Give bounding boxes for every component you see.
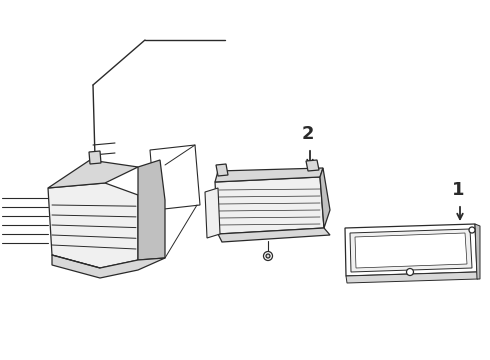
Polygon shape [216, 164, 228, 176]
Polygon shape [345, 224, 477, 276]
Polygon shape [215, 168, 323, 182]
Polygon shape [306, 160, 319, 171]
Polygon shape [350, 229, 472, 272]
Polygon shape [205, 188, 220, 238]
Text: 2: 2 [302, 125, 314, 143]
Polygon shape [48, 183, 138, 268]
Circle shape [266, 254, 270, 258]
Polygon shape [218, 228, 330, 242]
Polygon shape [150, 145, 200, 210]
Polygon shape [346, 272, 478, 283]
Polygon shape [475, 224, 480, 279]
Circle shape [469, 227, 475, 233]
Circle shape [264, 252, 272, 261]
Polygon shape [355, 233, 467, 268]
Text: 1: 1 [452, 181, 464, 199]
Polygon shape [215, 177, 324, 234]
Polygon shape [48, 160, 138, 188]
Polygon shape [320, 168, 330, 228]
Polygon shape [89, 151, 101, 164]
Circle shape [407, 269, 414, 275]
Polygon shape [52, 255, 165, 278]
Polygon shape [138, 160, 165, 260]
